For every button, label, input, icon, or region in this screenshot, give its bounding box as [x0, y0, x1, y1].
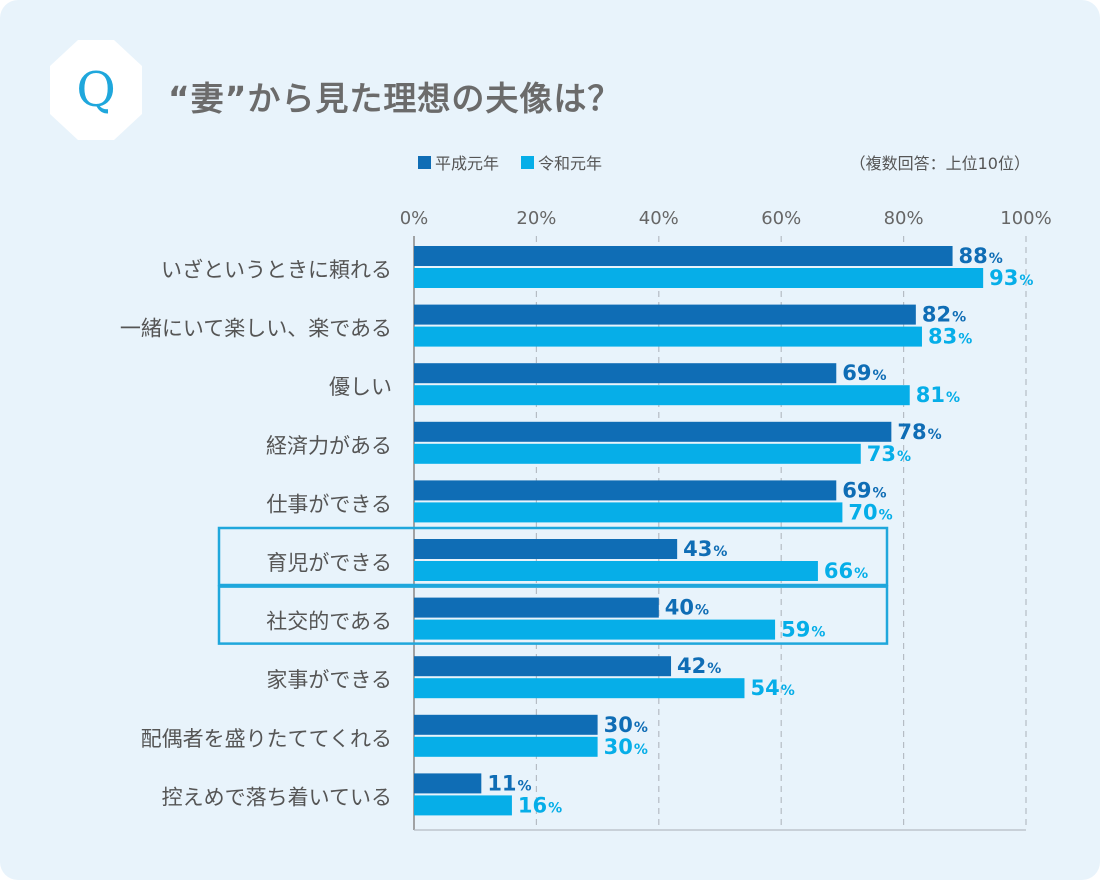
bar-reiwa — [414, 326, 922, 347]
data-label-heisei: 42% — [677, 654, 721, 678]
bar-reiwa — [414, 561, 818, 581]
bar-heisei — [414, 246, 953, 266]
x-tick-label: 40% — [639, 208, 679, 229]
legend-swatch-reiwa — [521, 155, 535, 169]
data-label-reiwa: 54% — [750, 676, 794, 700]
chart-note: （複数回答：上位10位） — [849, 154, 1030, 173]
data-label-heisei: 78% — [897, 420, 941, 444]
category-label: 育児ができる — [266, 551, 392, 575]
category-label: 配偶者を盛りたててくれる — [141, 727, 392, 751]
question-letter: Q — [76, 62, 116, 118]
bar-heisei — [414, 597, 659, 618]
question-badge: Q — [48, 38, 144, 142]
bar-heisei — [414, 714, 598, 735]
category-label: いざというときに頼れる — [161, 258, 392, 282]
bar-reiwa — [414, 678, 745, 699]
category-label: 社交的である — [266, 610, 392, 634]
octagon-badge-icon — [50, 40, 142, 140]
bar-reiwa — [414, 619, 776, 640]
category-label: 仕事ができる — [266, 492, 392, 516]
legend-item-heisei: 平成元年 — [418, 150, 499, 174]
bar-heisei — [414, 773, 482, 794]
data-label-heisei: 30% — [604, 713, 648, 737]
bar-reiwa — [414, 502, 843, 523]
data-label-heisei: 43% — [683, 537, 727, 561]
chart-title: “妻”から見た理想の夫像は？ — [168, 79, 622, 118]
bar-reiwa — [414, 385, 910, 406]
bar-heisei — [414, 363, 837, 384]
x-tick-label: 20% — [516, 208, 556, 229]
legend-label-reiwa: 令和元年 — [538, 154, 603, 173]
data-label-reiwa: 81% — [916, 383, 960, 407]
data-label-reiwa: 83% — [928, 325, 972, 349]
category-label: 一緒にいて楽しい、楽である — [120, 317, 392, 341]
bar-heisei — [414, 421, 892, 442]
bar-heisei — [414, 480, 837, 501]
highlight-box — [217, 526, 889, 587]
x-tick-label: 80% — [884, 208, 924, 229]
bar-reiwa — [414, 268, 984, 288]
highlight-box — [217, 585, 889, 645]
legend: 平成元年 令和元年 — [418, 150, 624, 174]
data-label-reiwa: 73% — [867, 442, 911, 466]
data-label-reiwa: 59% — [781, 618, 825, 642]
category-label: 優しい — [329, 375, 392, 399]
data-label-reiwa: 30% — [604, 735, 648, 759]
x-tick-label: 60% — [761, 208, 801, 229]
data-label-heisei: 69% — [842, 361, 886, 385]
legend-label-heisei: 平成元年 — [435, 154, 500, 173]
bar-reiwa — [414, 795, 512, 816]
bar-reiwa — [414, 443, 861, 464]
bar-reiwa — [414, 736, 598, 757]
data-label-heisei: 69% — [842, 478, 886, 502]
x-tick-label: 100% — [1000, 208, 1051, 229]
category-label: 経済力がある — [266, 434, 392, 458]
data-label-reiwa: 16% — [518, 793, 562, 817]
data-label-reiwa: 93% — [989, 266, 1033, 290]
legend-swatch-heisei — [418, 155, 431, 169]
data-label-heisei: 82% — [922, 303, 966, 327]
data-label-heisei: 88% — [959, 244, 1003, 268]
category-label: 控えめで落ち着いている — [162, 785, 392, 809]
bar-heisei — [414, 304, 916, 325]
bar-heisei — [414, 656, 672, 677]
x-tick-label: 0% — [400, 208, 429, 229]
data-label-heisei: 40% — [665, 596, 709, 620]
data-label-reiwa: 70% — [848, 500, 892, 524]
data-label-reiwa: 66% — [824, 559, 868, 583]
legend-item-reiwa: 令和元年 — [521, 150, 602, 174]
bar-heisei — [414, 539, 678, 559]
category-label: 家事ができる — [266, 668, 392, 692]
data-label-heisei: 11% — [487, 771, 531, 795]
